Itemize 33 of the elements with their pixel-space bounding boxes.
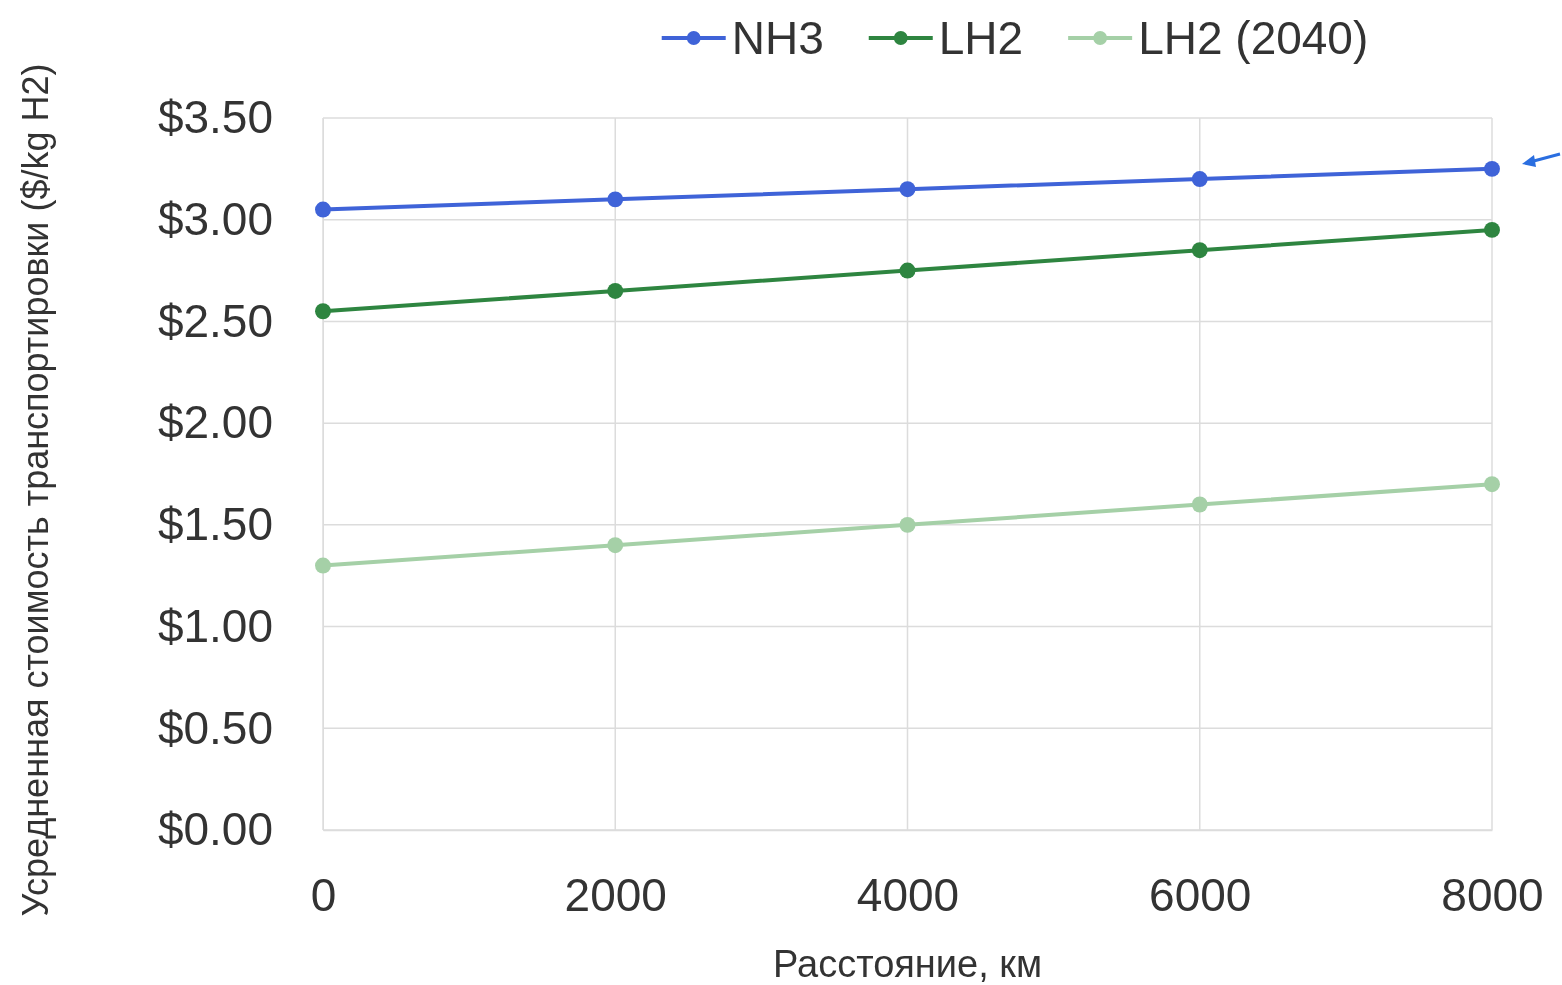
y-tick-label: $3.50 <box>157 91 273 144</box>
point <box>1191 242 1208 259</box>
y-tick-label: $1.00 <box>157 599 273 652</box>
legend-label: LH2 (2040) <box>1138 12 1369 65</box>
point <box>1191 171 1208 187</box>
x-tick-label: 0 <box>310 868 337 921</box>
point <box>1484 160 1500 177</box>
x-tick-label: 6000 <box>1149 868 1252 921</box>
y-tick-label: $3.00 <box>157 192 273 245</box>
x-axis-title: Расстояние, км <box>772 943 1043 985</box>
y-tick-label: $2.00 <box>157 396 273 449</box>
x-tick-label: 2000 <box>564 868 667 921</box>
y-tick-label: $2.50 <box>157 294 273 347</box>
point <box>1484 476 1500 493</box>
point <box>1191 496 1208 513</box>
point <box>607 537 624 554</box>
point <box>607 282 624 299</box>
point <box>315 557 331 574</box>
point <box>1484 221 1500 238</box>
y-tick-label: $0.50 <box>157 701 273 754</box>
legend-label: NH3 <box>731 12 824 65</box>
y-tick-label: $0.00 <box>157 803 273 856</box>
point <box>899 262 916 279</box>
y-axis-title: Усредненная стоимость транспортировки ($/kg H2) <box>15 63 56 917</box>
legend-label: LH2 <box>938 12 1024 65</box>
x-tick-label: 8000 <box>1441 868 1544 921</box>
point <box>315 303 331 320</box>
point <box>899 516 916 533</box>
point <box>315 201 331 218</box>
y-tick-label: $1.50 <box>157 498 273 551</box>
x-tick-label: 4000 <box>856 868 960 921</box>
point <box>899 181 916 198</box>
point <box>607 191 624 208</box>
